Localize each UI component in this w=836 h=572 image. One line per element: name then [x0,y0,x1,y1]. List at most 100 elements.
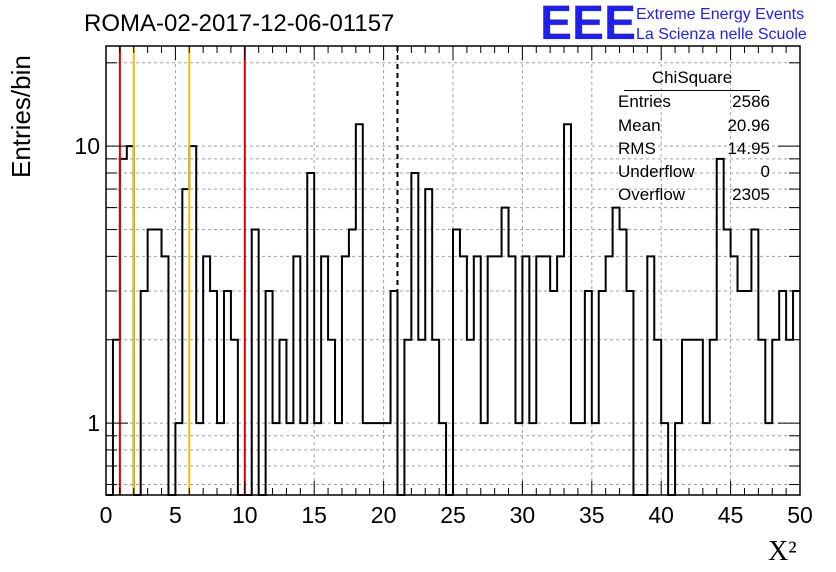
stats-value: 0 [760,162,770,181]
histogram-bin [550,291,557,495]
histogram-bin [328,340,335,495]
histogram-bin [557,256,564,495]
y-axis-label: Entries/bin [6,55,36,178]
histogram-bin [779,291,786,495]
histogram-bin [231,340,238,495]
x-tick-label: 15 [301,502,327,528]
histogram-bin [717,159,724,495]
histogram-bin [599,291,606,495]
axis-ticks: 0 5 10 15 20 25 30 35 40 45 50 1 10 [74,46,813,528]
histogram-bin [391,291,398,495]
histogram-bin [585,291,592,495]
histogram-bin [696,340,703,495]
stats-value: 14.95 [727,139,770,158]
stats-label: Overflow [618,185,686,204]
histogram-bin [744,291,751,495]
histogram-bin [266,291,273,495]
histogram-bin [141,291,148,495]
x-tick-label: 0 [100,502,113,528]
eee-logo: EEE Extreme Energy Events La Scienza nel… [540,0,836,50]
histogram-bin [189,146,196,495]
stats-box: ChiSquare Entries 2586 Mean 20.96 RMS 14… [612,68,772,206]
stats-row-mean: Mean 20.96 [618,116,770,138]
histogram-bin [411,173,418,495]
stats-label: Entries [618,92,671,111]
x-tick-label: 35 [579,502,605,528]
histogram-bin [710,340,717,495]
stats-label: RMS [618,139,656,158]
histogram-bin [724,230,731,495]
histogram-bin [349,230,356,495]
stats-title: ChiSquare [651,68,733,87]
histogram-bin [564,124,571,495]
histogram-bin [224,291,231,495]
reference-lines-layer [118,46,399,495]
histogram-bin [307,173,314,495]
histogram-bin [120,159,127,495]
histogram-bin [627,291,634,495]
histogram-bin [786,340,793,495]
histogram-bin [522,256,529,495]
histogram-bin [148,230,155,495]
stats-value: 20.96 [727,116,770,135]
histogram-bin [536,256,543,495]
histogram-bin [432,340,439,495]
histogram-bin [155,230,162,495]
plot-title: ROMA-02-2017-12-06-01157 [84,10,395,37]
histogram-bin [321,256,328,495]
x-tick-label: 10 [232,502,258,528]
stats-label: Underflow [618,162,695,181]
histogram-bin [488,256,495,495]
histogram-bin [182,189,189,495]
histogram-bin [689,340,696,495]
histogram-bin [495,256,502,495]
x-axis-label: X² [768,536,797,567]
x-tick-label: 30 [510,502,536,528]
logo-mark: EEE [540,0,637,50]
x-tick-label: 25 [440,502,466,528]
histogram-bin [293,256,300,495]
histogram-bin [210,291,217,495]
histogram-bin [418,340,425,495]
histogram-bin [127,146,134,495]
x-tick-label: 5 [169,502,182,528]
histogram-bin [356,124,363,495]
histogram-bin [342,256,349,495]
y-tick-label: 1 [87,410,100,436]
y-tick-label: 10 [74,133,100,159]
histogram-bin [502,208,509,495]
histogram-bin [113,340,120,495]
logo-line-1: Extreme Energy Events [636,6,805,23]
x-tick-label: 45 [718,502,744,528]
histogram-bin [772,340,779,495]
histogram-bin [252,230,259,495]
histogram-bin [425,189,432,495]
histogram-bin [543,256,550,495]
histogram-bin [738,291,745,495]
histogram-bin [682,340,689,495]
logo-line-2: La Scienza nelle Scuole [636,26,807,43]
histogram-bin [453,230,460,495]
histogram-bin [731,256,738,495]
x-tick-label: 40 [648,502,674,528]
histogram-bin [460,256,467,495]
stats-value: 2305 [732,185,770,204]
histogram-bin [467,340,474,495]
histogram-bin [647,256,654,495]
histogram-bin [280,340,287,495]
x-tick-label: 50 [787,502,813,528]
histogram-bin [203,256,210,495]
histogram-bin [162,256,169,495]
histogram-bin [613,208,620,495]
stats-row-entries: Entries 2586 [618,92,770,114]
histogram-bin [654,340,661,495]
histogram-bin [474,256,481,495]
stats-label: Mean [618,116,661,135]
histogram-bin [751,230,758,495]
histogram-bin [404,340,411,495]
histogram-bin [793,291,800,495]
stats-row-underflow: Underflow 0 [618,162,770,184]
stats-row-overflow: Overflow 2305 [618,185,770,207]
stats-row-rms: RMS 14.95 [618,139,770,161]
